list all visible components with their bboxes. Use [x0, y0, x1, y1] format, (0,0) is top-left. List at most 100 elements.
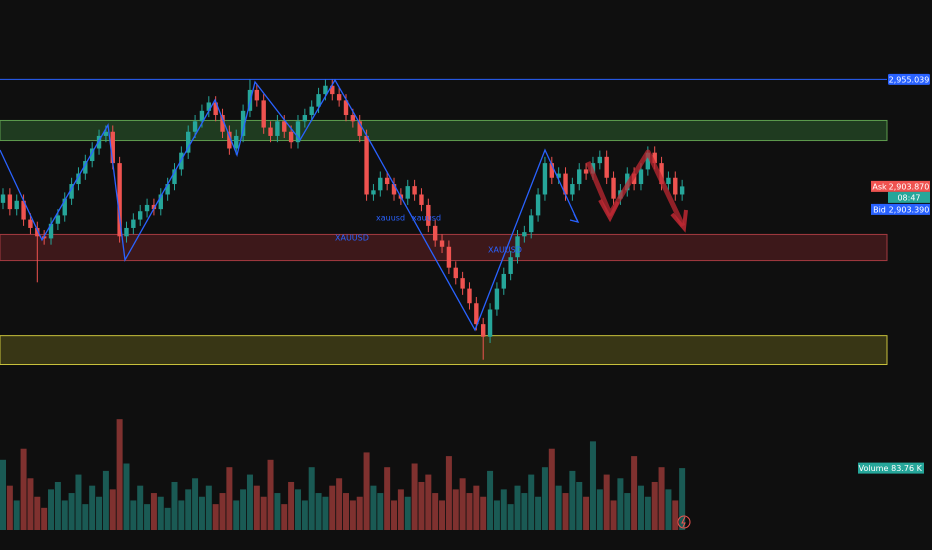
candle-body — [549, 163, 554, 178]
volume-bar — [219, 493, 226, 530]
ask-tag-bg — [888, 180, 930, 192]
candle-body — [165, 184, 170, 195]
candle-body — [467, 288, 472, 304]
volume-bar — [432, 493, 439, 530]
volume-bar — [555, 485, 562, 530]
candle-body — [21, 200, 26, 220]
volume-bar — [631, 456, 638, 530]
candle-body — [138, 211, 143, 220]
volume-bar — [466, 493, 473, 530]
candle-body — [453, 267, 458, 279]
zigzag-drawing — [0, 78, 579, 332]
candle-body — [384, 177, 390, 185]
volume-bar — [514, 485, 521, 530]
candle-body — [186, 131, 191, 153]
candle-body — [28, 219, 33, 228]
volume-bar — [48, 489, 55, 530]
candle-body — [275, 121, 280, 136]
candle-body — [535, 194, 541, 216]
candle-body — [371, 190, 376, 195]
volume-bar — [391, 500, 398, 530]
volume-bar — [411, 463, 418, 530]
volume-bar — [343, 493, 349, 530]
volume-bar — [34, 496, 41, 530]
candle-body — [378, 177, 383, 191]
volume-bar — [178, 500, 185, 530]
volume-bar — [41, 507, 48, 530]
candle-body — [446, 246, 452, 268]
volume-bar — [493, 500, 500, 530]
volume-tag-bg — [889, 462, 924, 474]
volume-pane — [0, 419, 686, 530]
candle-body — [391, 184, 397, 195]
candle-body — [583, 169, 589, 174]
candle-body — [563, 173, 568, 195]
candle-body — [673, 177, 678, 195]
volume-bar — [260, 496, 267, 530]
candle-body — [556, 173, 561, 178]
volume-bar — [150, 493, 157, 530]
volume-bar — [226, 467, 233, 530]
volume-bar — [569, 470, 576, 530]
candle-body — [62, 198, 67, 216]
candle-body — [638, 169, 644, 185]
volume-bar — [336, 478, 343, 530]
volume-bar — [651, 481, 658, 530]
candle-body — [487, 309, 493, 337]
candle-body — [309, 106, 314, 116]
candle-body — [151, 204, 157, 210]
volume-bar — [370, 485, 377, 530]
volume-bar — [418, 481, 425, 530]
candle-body — [0, 194, 6, 203]
volume-bar — [192, 478, 199, 530]
candle-body — [14, 200, 19, 210]
price-tag: 2,955.039 — [889, 75, 930, 84]
volume-bar — [233, 500, 240, 530]
annotation: XAUUSD — [488, 246, 522, 255]
volume-bar — [658, 467, 665, 530]
volume-bar — [61, 500, 68, 530]
volume-bar — [425, 474, 432, 530]
volume-bar — [75, 474, 82, 530]
volume-bar — [521, 493, 528, 530]
candle-body — [55, 215, 61, 224]
volume-bar — [27, 478, 34, 530]
candle-body — [426, 204, 431, 226]
volume-bar — [240, 489, 247, 530]
volume-bar — [596, 489, 603, 530]
candle-body — [494, 288, 500, 310]
candle-body — [364, 135, 369, 195]
zone — [0, 335, 888, 366]
volume-bar — [212, 504, 219, 530]
volume-bar — [487, 470, 494, 530]
candle-body — [645, 152, 651, 170]
volume-bar — [96, 496, 103, 530]
volume-bar — [576, 481, 583, 530]
red-zigzag-arrows — [585, 149, 686, 228]
volume-bar — [439, 500, 446, 530]
volume-bar — [157, 496, 164, 530]
volume-bar — [308, 467, 315, 530]
volume-bar — [404, 496, 411, 530]
candle-body — [542, 163, 548, 195]
annotation: XAUUSD — [335, 234, 369, 243]
candle-body — [529, 215, 534, 233]
volume-bar — [294, 489, 301, 530]
candle-body — [460, 278, 465, 289]
volume-bar — [315, 493, 322, 530]
volume-bar — [480, 496, 487, 530]
volume-bar — [281, 504, 288, 530]
bid-name: Bid — [873, 205, 886, 214]
volume-bar — [356, 496, 363, 530]
candles — [0, 79, 685, 360]
candle-body — [432, 225, 438, 241]
candle-body — [206, 102, 211, 111]
volume-bar — [116, 419, 123, 530]
candle-body — [570, 184, 575, 195]
volume-bar — [589, 441, 596, 530]
volume-tag: 83.76 K — [891, 464, 922, 473]
candle-body — [604, 156, 609, 178]
volume-bar — [185, 489, 192, 530]
volume-bar — [562, 493, 569, 530]
candle-body — [439, 240, 445, 247]
